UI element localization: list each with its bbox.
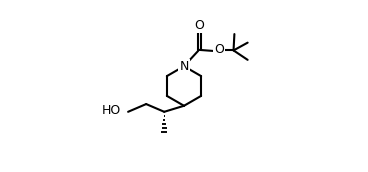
Text: O: O [194,19,204,32]
Text: N: N [179,60,189,73]
Text: HO: HO [102,104,121,117]
Text: O: O [214,43,224,56]
